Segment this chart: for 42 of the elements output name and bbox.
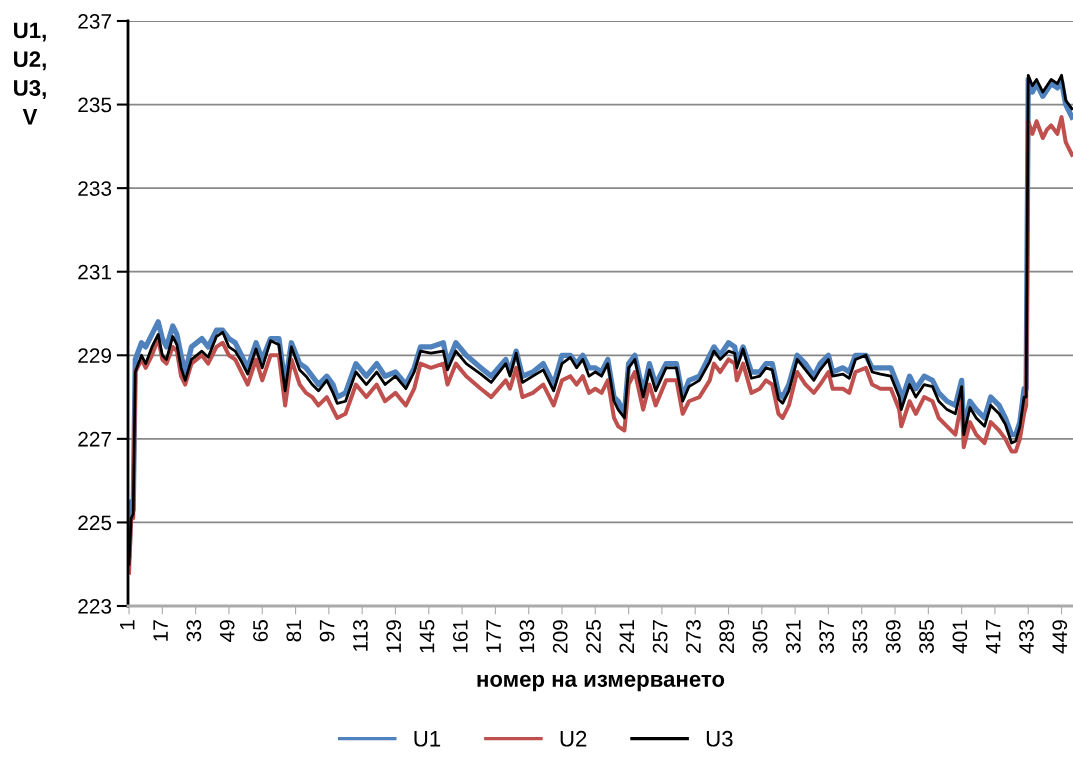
x-tick-label: 369 [885,620,901,654]
x-tick-label: 129 [386,620,402,653]
y-tick-label: 225 [78,515,112,531]
x-tick-label: 241 [619,620,634,653]
x-tick-label: 209 [552,620,568,653]
x-tick-label: 33 [186,620,202,642]
x-tick-label: 417 [986,620,1001,654]
x-tick-label: 273 [686,620,701,653]
legend-label: U2 [560,730,587,747]
x-tick-label: 353 [852,620,868,654]
x-tick-label: 49 [219,620,235,642]
x-tick-label: 145 [419,620,435,653]
x-tick-label: 305 [752,620,768,654]
y-axis-title: U1, U2, U3, V [14,22,46,125]
x-tick-label: 1 [120,620,135,630]
y-tick-label: 227 [78,431,111,447]
y-tick-label: 233 [78,181,112,196]
legend-label: U3 [706,730,733,747]
x-tick-label: 161 [452,620,468,653]
y-tick-label: 235 [78,97,112,113]
x-tick-label: 177 [486,620,501,653]
y-tick-label: 237 [78,14,111,29]
x-tick-label: 257 [652,620,668,653]
x-tick-label: 321 [785,620,801,654]
x-tick-label: 113 [353,620,368,651]
x-axis-title: номер на измерването [477,674,725,692]
x-tick-label: 193 [519,620,535,653]
x-tick-label: 97 [319,620,335,642]
x-tick-label: 401 [952,620,968,654]
x-tick-label: 289 [719,620,735,653]
y-tick-label: 231 [78,264,112,280]
legend-label: U1 [414,731,441,747]
x-tick-label: 81 [286,620,302,642]
x-tick-label: 225 [586,620,601,653]
x-tick-label: 65 [253,620,268,642]
y-tick-label: 223 [78,599,112,614]
x-tick-label: 433 [1019,620,1034,654]
x-tick-label: 449 [1052,620,1068,654]
x-tick-label: 337 [819,620,835,654]
x-tick-label: 17 [153,620,168,641]
x-tick-label: 385 [919,620,934,654]
y-tick-label: 229 [78,348,112,364]
